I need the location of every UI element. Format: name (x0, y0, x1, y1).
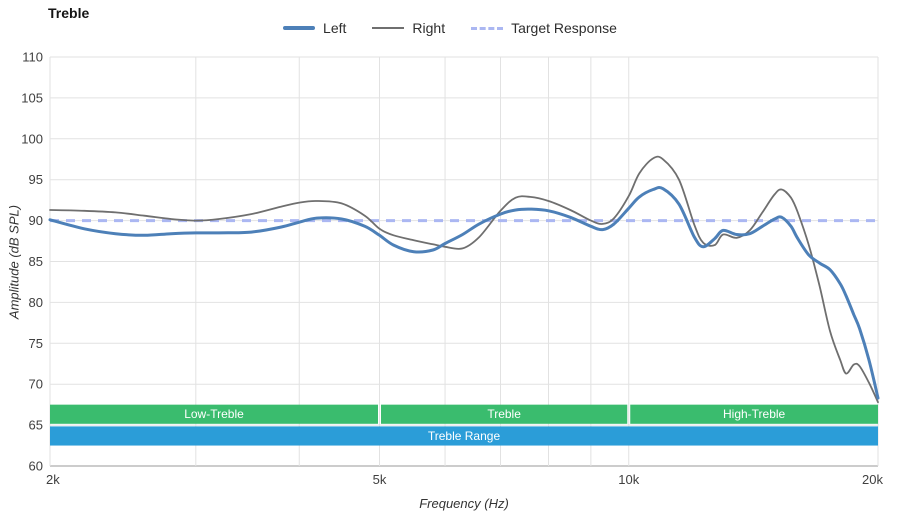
y-tick-label: 90 (29, 213, 43, 228)
right-curve (49, 155, 879, 404)
x-axis-title: Frequency (Hz) (419, 496, 509, 511)
x-tick-label: 20k (862, 472, 883, 487)
left-curve (48, 186, 880, 400)
y-tick-label: 70 (29, 377, 43, 392)
y-tick-label: 85 (29, 254, 43, 269)
band-label-low-treble: Low-Treble (184, 407, 244, 421)
y-tick-label: 80 (29, 295, 43, 310)
y-tick-label: 110 (22, 50, 43, 65)
band-treble-range (50, 426, 878, 446)
x-tick-label: 2k (46, 472, 60, 487)
band-label-treble-range: Treble Range (428, 429, 501, 443)
chart-title: Treble (48, 5, 90, 21)
legend-item-right[interactable]: Right (372, 20, 445, 36)
y-tick-label: 65 (29, 418, 43, 433)
band-label-treble: Treble (487, 407, 521, 421)
legend: Left Right Target Response (0, 20, 900, 36)
legend-item-target-response[interactable]: Target Response (471, 20, 617, 36)
band-treble (380, 404, 628, 424)
y-tick-label: 100 (21, 131, 43, 146)
band-label-high-treble: High-Treble (723, 407, 786, 421)
legend-swatch-target (471, 26, 504, 30)
legend-label-left: Left (323, 20, 347, 36)
y-axis-title: Amplitude (dB SPL) (6, 204, 22, 320)
legend-item-left[interactable]: Left (283, 20, 346, 36)
y-tick-label: 75 (29, 336, 43, 351)
y-tick-label: 105 (21, 90, 43, 105)
x-tick-label: 5k (373, 472, 387, 487)
legend-label-right: Right (412, 20, 446, 36)
y-tick-label: 95 (29, 172, 43, 187)
legend-swatch-right (372, 27, 405, 29)
legend-swatch-left (283, 26, 316, 30)
legend-label-target: Target Response (511, 20, 617, 36)
band-low-treble (50, 404, 378, 424)
x-tick-label: 10k (618, 472, 639, 487)
y-tick-label: 60 (29, 459, 43, 474)
band-high-treble (630, 404, 878, 424)
